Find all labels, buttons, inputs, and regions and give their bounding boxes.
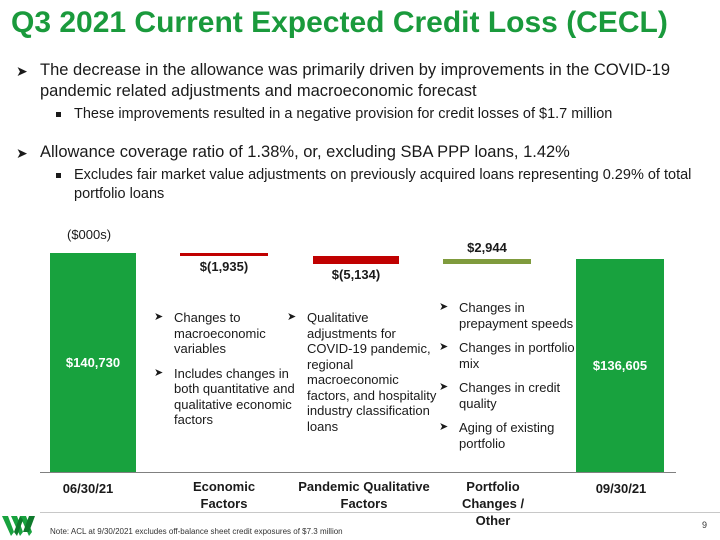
bar-increase <box>443 259 531 264</box>
company-logo <box>2 516 35 536</box>
bar-value-label: $136,605 <box>592 357 648 373</box>
square-icon <box>56 173 61 178</box>
bar-total <box>576 259 664 472</box>
footer-divider <box>40 512 720 513</box>
arrow-right-icon: ➤ <box>16 63 28 79</box>
unit-label: ($000s) <box>67 227 112 242</box>
arrow-right-icon: ➤ <box>154 311 164 323</box>
page-title: Q3 2021 Current Expected Credit Loss (CE… <box>11 6 668 39</box>
category-label: 09/30/21 <box>595 481 647 496</box>
bullet-2-text: Allowance coverage ratio of 1.38%, or, e… <box>40 143 570 161</box>
arrow-right-icon: ➤ <box>439 381 449 393</box>
list-item: ➤ Changes in credit quality <box>439 380 561 411</box>
footnote: Note: ACL at 9/30/2021 excludes off-bala… <box>50 527 343 536</box>
arrow-right-icon: ➤ <box>439 301 449 313</box>
arrow-right-icon: ➤ <box>439 341 449 353</box>
bullet-list: ➤ The decrease in the allowance was prim… <box>14 60 704 214</box>
sub-bullet-1: These improvements resulted in a negativ… <box>14 105 704 124</box>
portfolio-changes-list: ➤ Changes in prepayment speeds ➤ Changes… <box>437 300 577 460</box>
arrow-right-icon: ➤ <box>16 145 28 161</box>
chart-baseline <box>40 472 676 473</box>
list-item: ➤ Qualitative adjustments for COVID-19 p… <box>287 310 437 434</box>
bar-value-label: $2,944 <box>467 240 507 256</box>
arrow-right-icon: ➤ <box>154 366 164 379</box>
category-label: Pandemic Qualitative Factors <box>298 479 430 511</box>
bar-value-label: $(5,134) <box>331 267 381 282</box>
arrow-right-icon: ➤ <box>439 421 449 433</box>
bar-value-label: $(1,935) <box>199 259 249 274</box>
list-item: ➤ Changes to macroeconomic variables <box>154 310 266 356</box>
list-item: ➤ Aging of existing portfolio <box>439 420 555 451</box>
list-item: ➤ Changes in prepayment speeds <box>439 300 574 331</box>
bullet-2: ➤ Allowance coverage ratio of 1.38%, or,… <box>14 142 704 163</box>
bullet-1: ➤ The decrease in the allowance was prim… <box>14 60 704 102</box>
bar-decrease <box>180 253 268 256</box>
page-number: 9 <box>702 520 708 530</box>
list-item: ➤ Changes in portfolio mix <box>439 340 575 371</box>
sub-bullet-1-text: These improvements resulted in a negativ… <box>74 106 613 122</box>
bar-total <box>50 253 136 472</box>
sub-bullet-2-text: Excludes fair market value adjustments o… <box>74 167 692 202</box>
category-label: Economic Factors <box>192 479 256 511</box>
bar-value-label: $140,730 <box>65 354 121 370</box>
list-item: ➤ Includes changes in both quantitative … <box>154 365 295 428</box>
bar-decrease <box>313 256 399 264</box>
sub-bullet-2: Excludes fair market value adjustments o… <box>14 166 704 204</box>
category-label: 06/30/21 <box>62 481 114 496</box>
square-icon <box>56 112 61 117</box>
arrow-right-icon: ➤ <box>287 311 297 323</box>
economic-factors-list: ➤ Changes to macroeconomic variables ➤ I… <box>152 310 297 437</box>
bullet-1-text: The decrease in the allowance was primar… <box>40 61 671 100</box>
pandemic-factors-list: ➤ Qualitative adjustments for COVID-19 p… <box>285 310 437 443</box>
category-label: Portfolio Changes / Other <box>461 479 525 528</box>
